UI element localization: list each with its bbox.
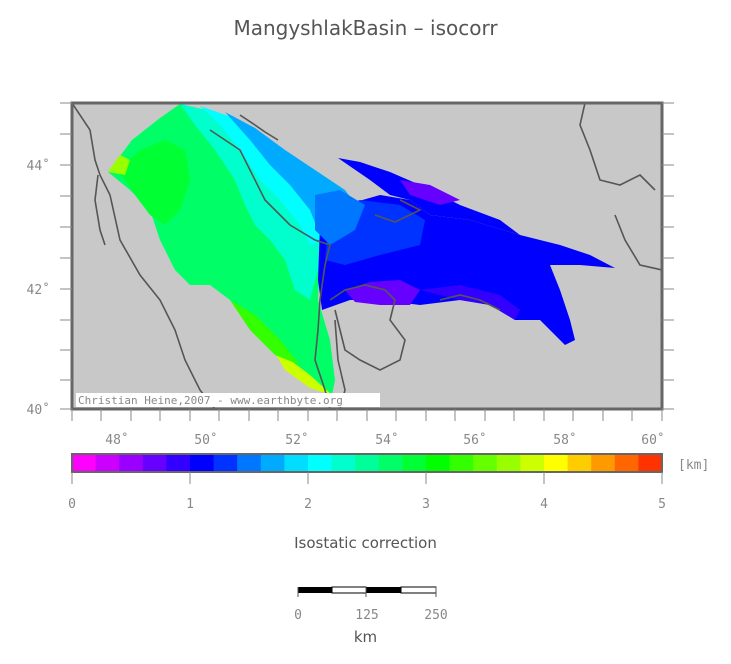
colorbar-swatch	[284, 454, 309, 472]
colorbar-swatch	[378, 454, 403, 472]
colorbar-swatch	[473, 454, 498, 472]
colorbar-swatch	[166, 454, 191, 472]
basin-cyan-band	[180, 104, 330, 300]
colorbar-swatch	[72, 454, 97, 472]
scale-label-0: 0	[294, 608, 302, 623]
basin-lime-edge	[108, 155, 130, 175]
colorbar-swatch	[520, 454, 545, 472]
colorbar-swatch	[95, 454, 120, 472]
colorbar-ticks	[71, 472, 663, 484]
colorbar	[72, 454, 663, 472]
credit-box	[76, 393, 380, 407]
colorbar-tick-2: 2	[304, 497, 312, 512]
colorbar-swatch	[591, 454, 616, 472]
colorbar-tick-5: 5	[658, 497, 666, 512]
map-ticks	[60, 102, 674, 421]
colorbar-swatch	[638, 454, 663, 472]
colorbar-tick-3: 3	[422, 497, 430, 512]
colorbar-swatch	[119, 454, 144, 472]
lon-label-54: 54˚	[375, 432, 398, 448]
basin-north-violet	[400, 180, 460, 205]
colorbar-swatch	[355, 454, 380, 472]
colorbar-swatch	[567, 454, 592, 472]
colorbar-swatch	[331, 454, 356, 472]
colorbar-swatch	[190, 454, 215, 472]
colorbar-swatch	[449, 454, 474, 472]
lat-label-40: 40˚	[27, 402, 50, 418]
lon-label-56: 56˚	[463, 432, 486, 448]
colorbar-swatch	[213, 454, 238, 472]
basin-south-green	[230, 300, 300, 365]
scale-unit: km	[353, 628, 378, 646]
colorbar-swatch	[426, 454, 451, 472]
colorbar-tick-4: 4	[540, 497, 548, 512]
basin-blue-lighter	[315, 190, 365, 245]
basin-violet-patch	[345, 280, 420, 305]
colorbar-unit: [km]	[678, 458, 709, 473]
colorbar-tick-1: 1	[186, 497, 194, 512]
map-title: MangyshlakBasin – isocorr	[233, 16, 498, 40]
colorbar-swatch	[496, 454, 521, 472]
scale-bar	[297, 586, 437, 597]
scale-label-125: 125	[355, 608, 378, 623]
lon-label-48: 48˚	[105, 432, 128, 448]
credit-text: Christian Heine,2007 - www.earthbyte.org	[78, 394, 343, 407]
colorbar-swatch	[237, 454, 262, 472]
lon-label-60: 60˚	[641, 432, 664, 448]
colorbar-title: Isostatic correction	[294, 534, 437, 552]
lon-label-58: 58˚	[553, 432, 576, 448]
colorbar-swatch	[308, 454, 333, 472]
colorbar-swatch	[614, 454, 639, 472]
colorbar-tick-0: 0	[68, 497, 76, 512]
lon-label-50: 50˚	[194, 432, 217, 448]
colorbar-swatch	[402, 454, 427, 472]
scale-label-250: 250	[424, 608, 447, 623]
basin-violet-patch-2	[420, 285, 520, 320]
colorbar-frame	[71, 453, 663, 473]
colorbar-swatch	[260, 454, 285, 472]
lat-label-44: 44˚	[27, 158, 50, 174]
colorbar-swatch	[142, 454, 167, 472]
basin-cyan-band-2	[200, 106, 340, 245]
colorbar-swatch	[544, 454, 569, 472]
basin-green-core	[118, 140, 190, 225]
lat-label-42: 42˚	[27, 282, 50, 298]
lon-label-52: 52˚	[285, 432, 308, 448]
